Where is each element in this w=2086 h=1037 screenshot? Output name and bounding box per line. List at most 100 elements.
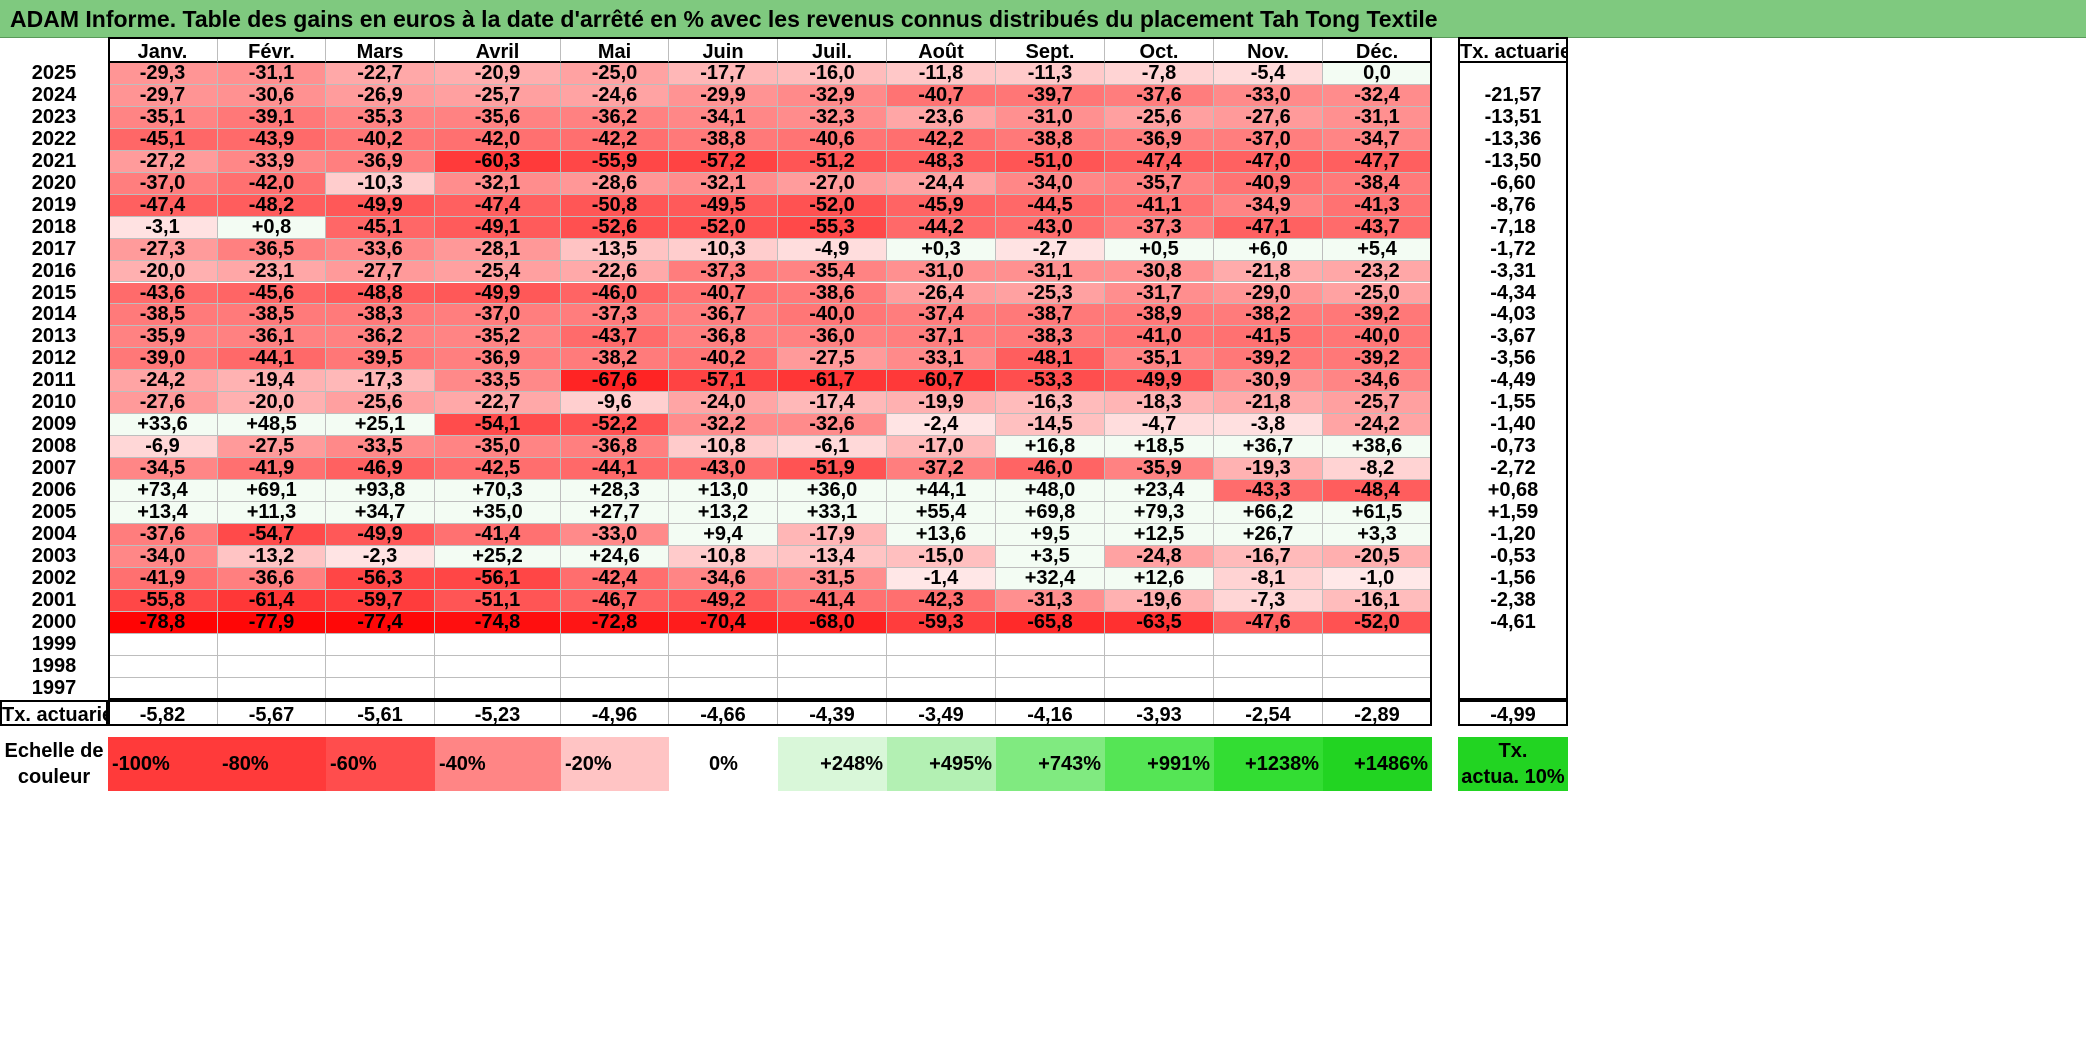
table-cell: -47,0 [1214,150,1323,173]
table-cell: -37,0 [435,304,561,327]
table-cell: -33,9 [218,150,326,173]
table-cell: -33,6 [326,238,435,261]
year-label: 2006 [31,480,77,502]
rate-cell: -2,72 [1490,458,1536,480]
rate-cell: -0,73 [1490,436,1536,458]
table-cell: -27,0 [778,172,887,195]
table-cell: -13,4 [778,545,887,568]
rate-cell: -8,76 [1490,194,1536,216]
legend-side-line1: Tx. [1498,740,1528,762]
table-cell: -42,4 [561,567,669,590]
rate-cell: -3,56 [1490,348,1536,370]
table-cell: -37,0 [108,172,218,195]
table-cell: -25,6 [326,392,435,415]
table-cell: -37,1 [887,326,996,349]
table-cell: +79,3 [1105,502,1214,524]
table-cell: -24,4 [887,172,996,195]
year-label: 2023 [31,106,77,128]
year-label: 1998 [31,655,77,677]
table-cell: -30,9 [1214,370,1323,393]
table-cell: -4,9 [778,238,887,261]
footer-rate-cell: -4,96 [561,700,669,726]
table-cell: -36,9 [1105,128,1214,151]
table-cell: -54,7 [218,523,326,546]
table-cell: -34,6 [1323,370,1432,393]
table-cell: +9,4 [669,523,778,546]
table-cell: -48,3 [887,150,996,173]
table-cell: -55,3 [778,216,887,239]
table-cell: -37,6 [1105,84,1214,107]
table-cell: -36,2 [326,326,435,349]
table-cell: -14,5 [996,414,1105,437]
table-cell: +35,0 [435,502,561,524]
table-cell: -77,9 [218,611,326,634]
table-cell: 0,0 [1323,63,1432,85]
rate-cell: -13,50 [1484,150,1542,172]
table-cell: +25,2 [435,545,561,568]
table-cell: -17,9 [778,523,887,546]
table-cell: -47,4 [108,194,218,217]
table-cell: -22,7 [326,63,435,85]
year-label: 2000 [31,611,77,633]
table-cell: -13,5 [561,238,669,261]
table-cell [669,677,778,700]
table-cell: -57,1 [669,370,778,393]
year-label: 2011 [32,370,76,392]
table-cell: -46,0 [996,458,1105,481]
table-cell: -43,7 [1323,216,1432,239]
table-cell: -41,9 [218,458,326,481]
table-cell: -29,3 [108,63,218,85]
table-cell: -40,7 [887,84,996,107]
year-label: 2005 [31,502,77,523]
table-cell: -21,8 [1214,392,1323,415]
table-cell: +13,6 [887,523,996,546]
legend-side-line2: actua. 10% [1461,766,1565,788]
year-label: 2008 [31,436,77,458]
legend-swatch: -20% [561,737,669,791]
table-cell: -32,1 [669,172,778,195]
table-cell: -44,5 [996,194,1105,217]
table-cell: +18,5 [1105,436,1214,459]
rate-cell: +0,68 [1487,480,1539,502]
table-cell: -41,3 [1323,194,1432,217]
legend-swatch: +495% [887,737,996,791]
table-cell: -41,1 [1105,194,1214,217]
table-cell: -39,0 [108,348,218,371]
table-cell: -47,7 [1323,150,1432,173]
table-cell: -6,9 [108,436,218,459]
table-cell: -39,7 [996,84,1105,107]
legend-label-line2: couleur [17,766,91,788]
table-cell: -20,0 [108,260,218,283]
table-cell: -40,0 [778,304,887,327]
table-cell [218,655,326,678]
table-cell: +34,7 [326,502,435,524]
table-cell: -45,9 [887,194,996,217]
table-cell: -17,0 [887,436,996,459]
table-cell: -42,3 [887,589,996,612]
footer-rate-cell: -2,54 [1214,700,1323,726]
legend-label-line1: Echelle de [4,740,104,762]
table-cell: -61,4 [218,589,326,612]
footer-rate-cell: -3,49 [887,700,996,726]
table-cell: -68,0 [778,611,887,634]
rate-cell: -4,61 [1490,611,1536,633]
year-label: 2016 [31,260,77,282]
table-cell: -2,3 [326,545,435,568]
table-cell: -11,8 [887,63,996,85]
table-cell: -44,2 [887,216,996,239]
table-cell: -32,6 [778,414,887,437]
legend-swatch: +743% [996,737,1105,791]
table-cell: -47,6 [1214,611,1323,634]
table-cell: -57,2 [669,150,778,173]
table-cell [1214,655,1323,678]
legend-swatch: +248% [778,737,887,791]
table-cell: -52,0 [1323,611,1432,634]
table-cell [887,677,996,700]
rate-cell: -6,60 [1490,172,1536,194]
table-cell: +48,5 [218,414,326,437]
footer-rate-cell: -4,66 [669,700,778,726]
table-cell: -32,1 [435,172,561,195]
table-cell: -8,1 [1214,567,1323,590]
table-cell: -52,6 [561,216,669,239]
table-cell: -20,0 [218,392,326,415]
